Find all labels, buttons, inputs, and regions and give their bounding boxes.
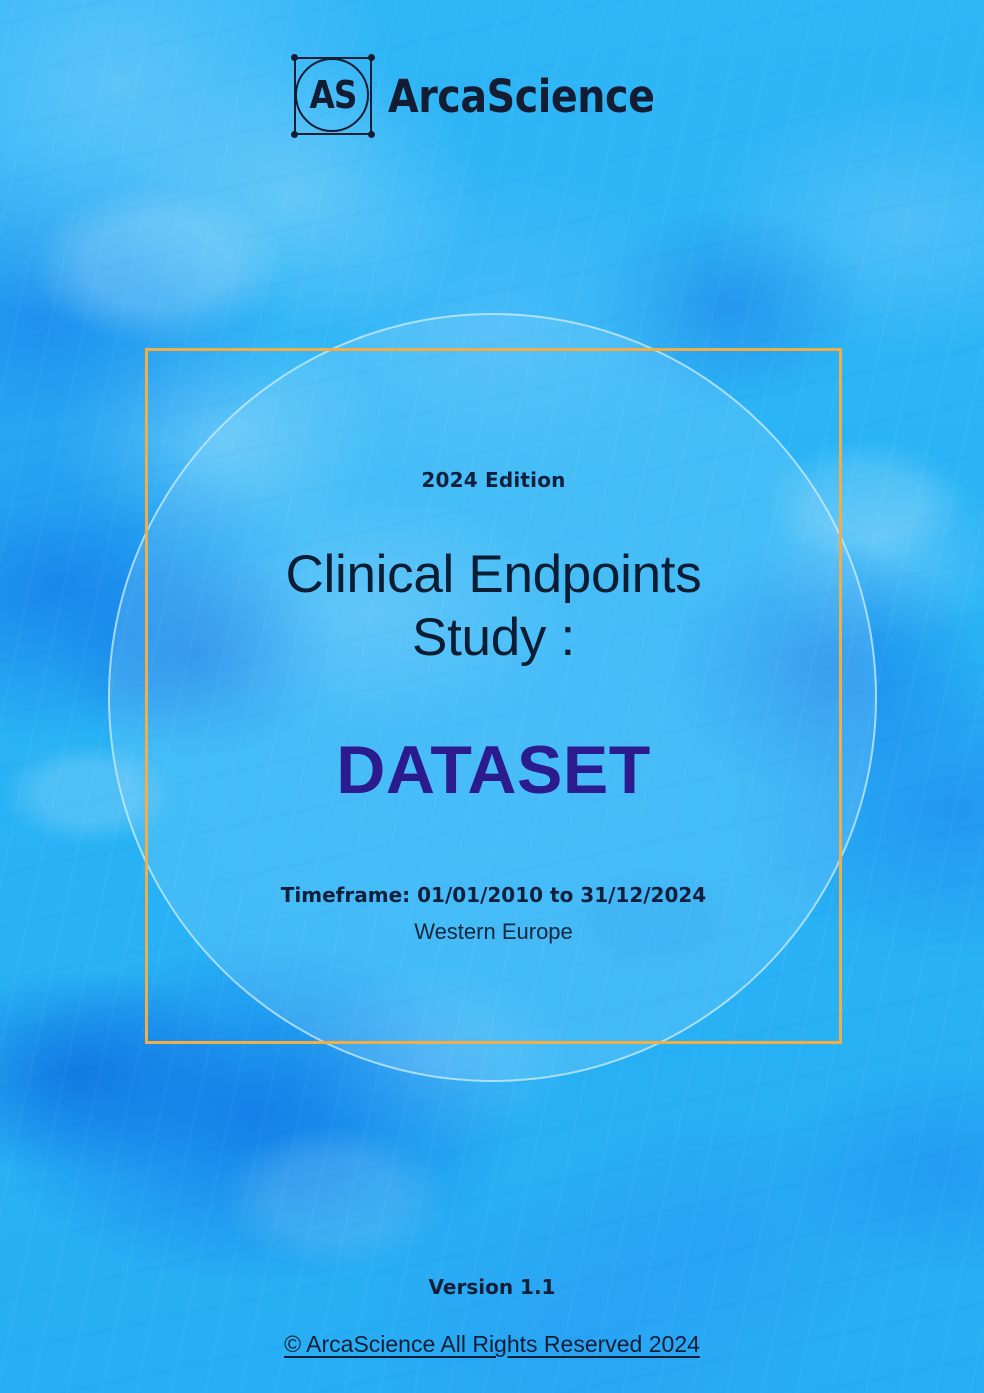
page-title: Clinical Endpoints Study : <box>286 544 702 669</box>
page-title-line-2: Study : <box>412 607 575 667</box>
document-type-heading: DATASET <box>336 732 651 809</box>
logo-corner-dot-bottom-left <box>290 131 298 138</box>
cover-footer: Version 1.1 © ArcaScience All Rights Res… <box>0 1275 984 1393</box>
cover-content: 2024 Edition Clinical Endpoints Study : … <box>145 348 842 1044</box>
logo-corner-dot-top-right <box>367 54 375 61</box>
page-title-line-1: Clinical Endpoints <box>285 545 702 604</box>
timeframe-label: Timeframe: 01/01/2010 to 31/12/2024 <box>280 883 707 908</box>
copyright-notice[interactable]: © ArcaScience All Rights Reserved 2024 <box>284 1331 700 1357</box>
as-monogram-square-circle-icon: AS <box>290 54 375 138</box>
brand-name: ArcaScience <box>387 69 655 123</box>
edition-label: 2024 Edition <box>421 468 566 492</box>
logo-monogram-text: AS <box>309 73 357 117</box>
brand-logo: AS ArcaScience <box>0 54 984 138</box>
logo-corner-dot-top-left <box>290 54 298 61</box>
region-label: Western Europe <box>414 919 573 945</box>
version-label: Version 1.1 <box>428 1275 556 1299</box>
logo-corner-dot-bottom-right <box>367 131 375 138</box>
